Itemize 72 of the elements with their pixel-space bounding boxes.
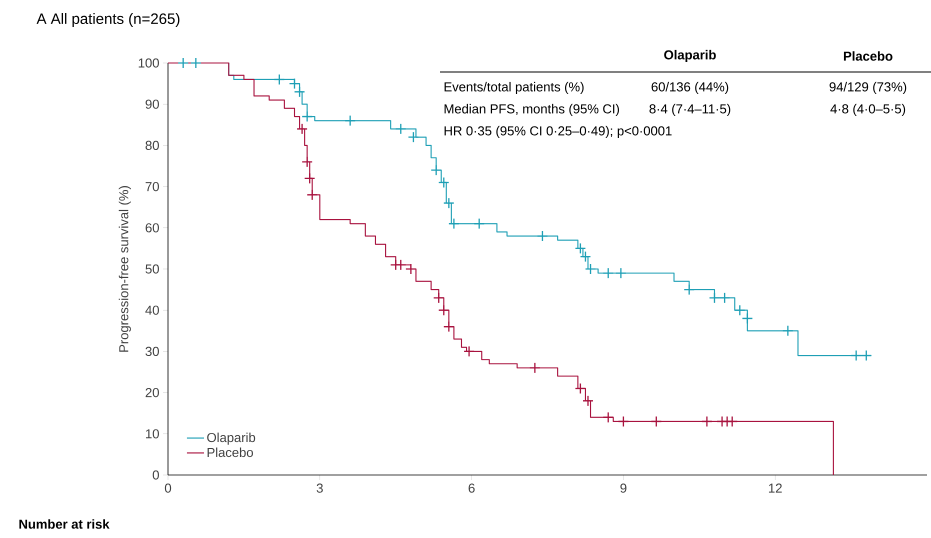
point bbox=[582, 395, 594, 406]
point bbox=[302, 156, 313, 168]
point bbox=[344, 115, 356, 126]
point bbox=[718, 292, 730, 304]
point bbox=[701, 416, 713, 428]
annotation: Median PFS, months (95% CI) bbox=[444, 104, 620, 116]
y-axis-title: Progression-free survival (%) bbox=[118, 186, 131, 352]
annotation: 4·8 (4·0–5·5) bbox=[830, 104, 906, 116]
point bbox=[584, 263, 596, 275]
y-tick-label: 30 bbox=[146, 346, 159, 356]
point bbox=[430, 164, 442, 176]
x-tick-label: 0 bbox=[164, 484, 172, 493]
point bbox=[850, 350, 862, 362]
x-tick-label: 12 bbox=[768, 484, 782, 493]
point bbox=[536, 230, 548, 242]
point bbox=[274, 74, 285, 86]
point bbox=[650, 416, 662, 428]
legend-label: Olaparib bbox=[207, 432, 256, 445]
annotation: 8·4 (7·4–11·5) bbox=[650, 104, 730, 116]
point bbox=[302, 110, 313, 122]
point bbox=[306, 189, 318, 200]
y-tick-label: 50 bbox=[146, 264, 159, 274]
point bbox=[443, 197, 454, 209]
point bbox=[433, 292, 444, 304]
point bbox=[860, 350, 872, 362]
point bbox=[742, 312, 754, 324]
point bbox=[408, 132, 420, 143]
point bbox=[529, 362, 541, 374]
point bbox=[782, 325, 794, 336]
x-tick-label: 6 bbox=[468, 484, 475, 493]
annotation: HR 0·35 (95% CI 0·25–0·49); p<0·0001 bbox=[444, 126, 672, 138]
point bbox=[615, 267, 627, 279]
text: Placebo bbox=[844, 51, 892, 61]
point bbox=[574, 382, 586, 394]
annotation: 60/136 (44%) bbox=[652, 82, 728, 94]
point bbox=[395, 123, 406, 135]
annotation: 94/129 (73%) bbox=[830, 82, 906, 94]
y-tick-label: 100 bbox=[138, 58, 159, 68]
y-tick-label: 0 bbox=[152, 470, 159, 480]
point bbox=[190, 57, 202, 69]
point bbox=[448, 218, 460, 230]
x-tick-label: 9 bbox=[620, 484, 626, 493]
legend-label: Placebo bbox=[208, 448, 253, 458]
point bbox=[438, 176, 450, 188]
point bbox=[602, 267, 614, 279]
y-tick-label: 10 bbox=[146, 429, 159, 438]
point bbox=[474, 218, 485, 230]
point bbox=[602, 412, 614, 423]
point bbox=[395, 259, 406, 271]
point bbox=[405, 263, 417, 275]
point bbox=[438, 304, 450, 316]
y-tick-label: 60 bbox=[146, 223, 159, 232]
y-tick-label: 20 bbox=[146, 388, 159, 398]
text: Number at risk bbox=[19, 519, 110, 529]
point bbox=[178, 57, 189, 69]
point bbox=[443, 321, 454, 332]
point bbox=[463, 346, 475, 358]
y-tick-label: 80 bbox=[146, 140, 159, 150]
y-tick-label: 40 bbox=[145, 306, 159, 315]
y-tick-label: 90 bbox=[146, 100, 159, 109]
point bbox=[618, 416, 630, 428]
point bbox=[726, 416, 738, 428]
text: Olaparib bbox=[664, 50, 716, 62]
point bbox=[304, 172, 316, 184]
y-tick-label: 70 bbox=[146, 182, 159, 192]
chart-title: A All patients (n=265) bbox=[36, 13, 180, 27]
point bbox=[734, 304, 746, 316]
point bbox=[708, 292, 720, 304]
x-tick-label: 3 bbox=[316, 484, 323, 493]
point bbox=[684, 284, 695, 296]
point bbox=[296, 123, 308, 135]
annotation: Events/total patients (%) bbox=[444, 82, 584, 94]
